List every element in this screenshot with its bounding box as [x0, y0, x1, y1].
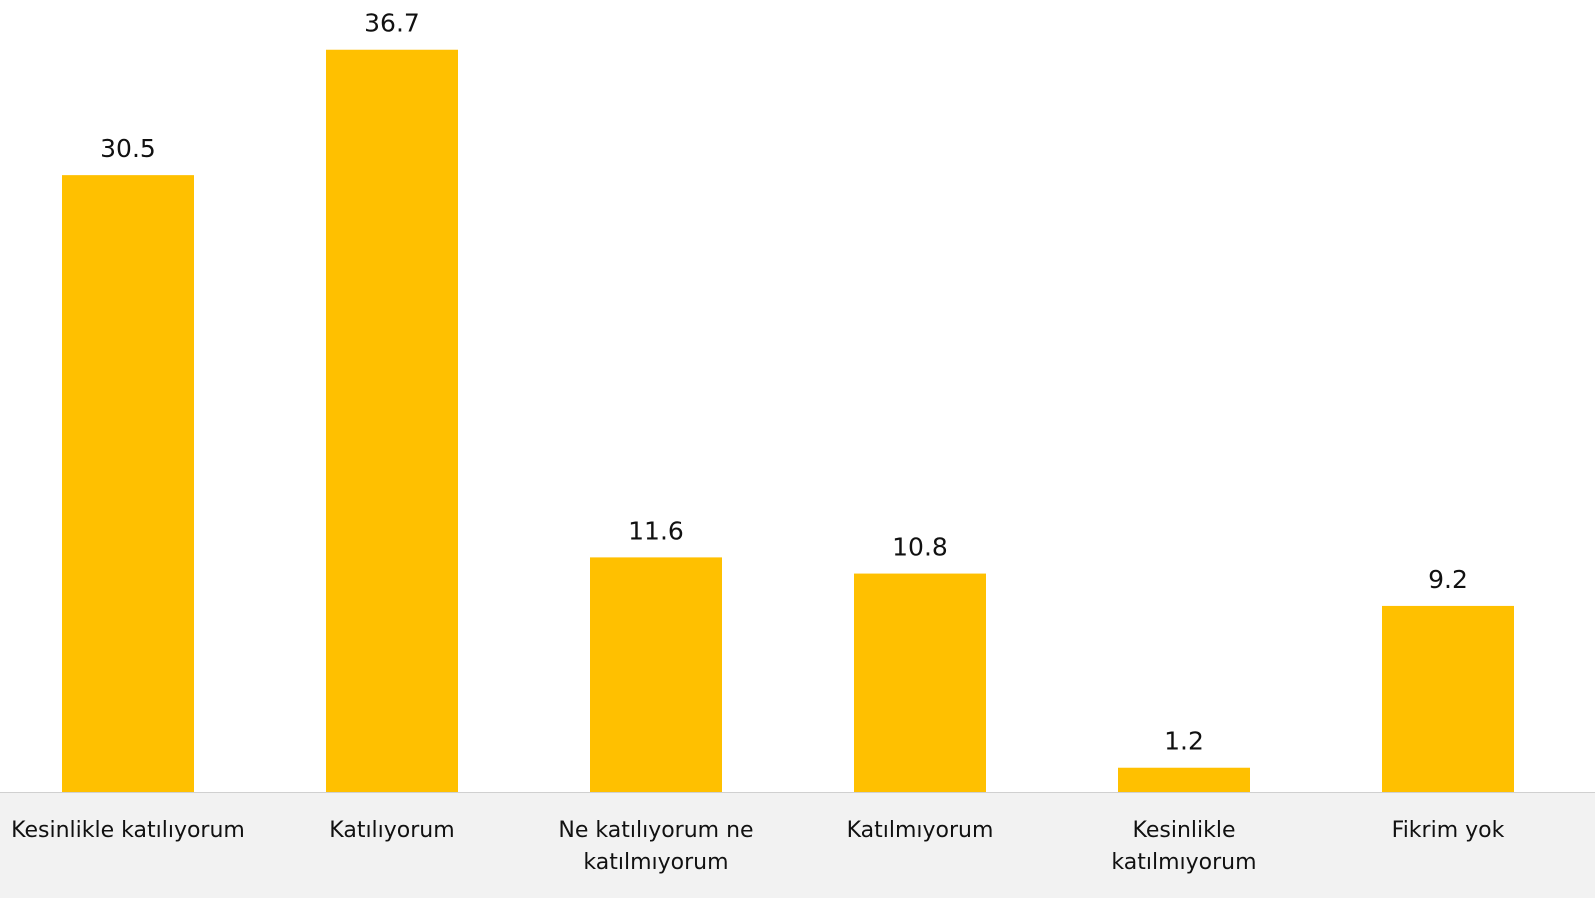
data-label: 10.8: [892, 533, 948, 562]
x-tick-label: Ne katılıyorum ne katılmıyorum: [558, 818, 754, 875]
data-label: 30.5: [100, 134, 156, 163]
category-band: [0, 792, 1595, 898]
bar: [854, 573, 986, 792]
bar: [590, 557, 722, 792]
x-tick-label: Kesinlikle katılmıyorum: [1111, 818, 1257, 875]
data-label: 9.2: [1428, 565, 1468, 594]
bar: [326, 49, 458, 793]
x-tick-label: Katılmıyorum: [846, 818, 994, 843]
bar: [1118, 767, 1250, 792]
bar: [62, 175, 194, 792]
x-tick-label: Katılıyorum: [329, 818, 455, 843]
data-label: 36.7: [364, 9, 420, 38]
x-tick-label: Kesinlikle katılıyorum: [11, 818, 245, 843]
data-label: 1.2: [1164, 727, 1204, 756]
data-label: 11.6: [628, 516, 684, 545]
x-tick-label: Fikrim yok: [1391, 818, 1505, 843]
bar: [1382, 605, 1514, 792]
